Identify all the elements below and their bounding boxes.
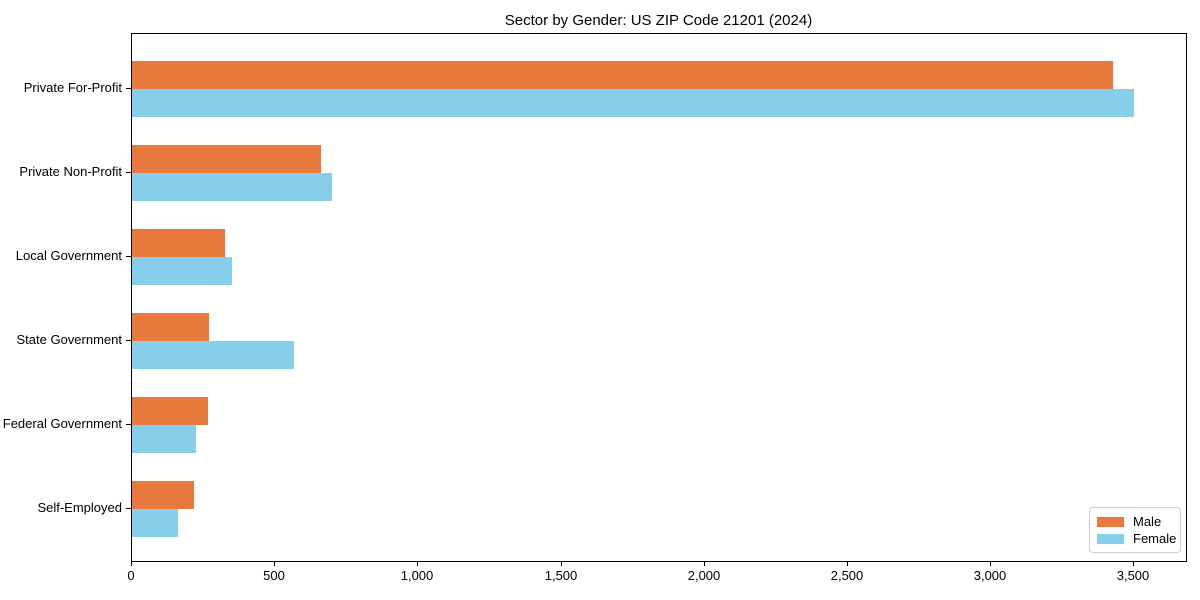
- bar-male-private-for-profit: [132, 61, 1113, 89]
- x-tick-mark: [847, 561, 848, 566]
- bar-female-local-government: [132, 257, 232, 285]
- bar-female-federal-government: [132, 425, 196, 453]
- x-axis-label-1000: 1,000: [400, 568, 434, 583]
- x-axis-label-3000: 3,000: [973, 568, 1007, 583]
- bar-male-federal-government: [132, 397, 208, 425]
- legend-swatch-male: [1097, 516, 1124, 527]
- x-tick-mark: [274, 561, 275, 566]
- legend-swatch-female: [1097, 533, 1124, 544]
- legend-entry-female: Female: [1097, 530, 1176, 547]
- legend-label-female: Female: [1133, 531, 1177, 546]
- bar-female-private-non-profit: [132, 173, 332, 201]
- y-axis-label-federal-government: Federal Government: [2, 416, 122, 431]
- y-axis-label-private-non-profit: Private Non-Profit: [19, 164, 122, 179]
- bar-male-private-non-profit: [132, 145, 321, 173]
- x-axis-label-0: 0: [127, 568, 135, 583]
- x-tick-mark: [561, 561, 562, 566]
- bar-female-self-employed: [132, 509, 178, 537]
- y-axis-label-self-employed: Self-Employed: [37, 500, 122, 515]
- legend: Male Female: [1089, 507, 1181, 553]
- legend-entry-male: Male: [1097, 513, 1172, 530]
- x-axis-label-2500: 2,500: [830, 568, 864, 583]
- x-axis-label-2000: 2,000: [687, 568, 721, 583]
- bar-male-state-government: [132, 313, 209, 341]
- x-tick-mark: [417, 561, 418, 566]
- y-tick-mark: [126, 172, 131, 173]
- y-tick-mark: [126, 424, 131, 425]
- bar-male-self-employed: [132, 481, 194, 509]
- bar-male-local-government: [132, 229, 225, 257]
- x-axis-label-3500: 3,500: [1116, 568, 1150, 583]
- chart-title: Sector by Gender: US ZIP Code 21201 (202…: [504, 12, 813, 29]
- y-tick-mark: [126, 88, 131, 89]
- legend-label-male: Male: [1133, 514, 1162, 529]
- x-tick-mark: [1133, 561, 1134, 566]
- y-tick-mark: [126, 340, 131, 341]
- x-tick-mark: [131, 561, 132, 566]
- x-tick-mark: [704, 561, 705, 566]
- y-axis-label-private-for-profit: Private For-Profit: [23, 80, 122, 95]
- bar-female-private-for-profit: [132, 89, 1134, 117]
- y-tick-mark: [126, 256, 131, 257]
- y-tick-mark: [126, 508, 131, 509]
- bar-female-state-government: [132, 341, 294, 369]
- y-axis-label-state-government: State Government: [16, 332, 123, 347]
- x-axis-label-500: 500: [263, 568, 285, 583]
- y-axis-label-local-government: Local Government: [15, 248, 122, 263]
- plot-area: [131, 33, 1187, 562]
- x-axis-label-1500: 1,500: [544, 568, 578, 583]
- x-tick-mark: [990, 561, 991, 566]
